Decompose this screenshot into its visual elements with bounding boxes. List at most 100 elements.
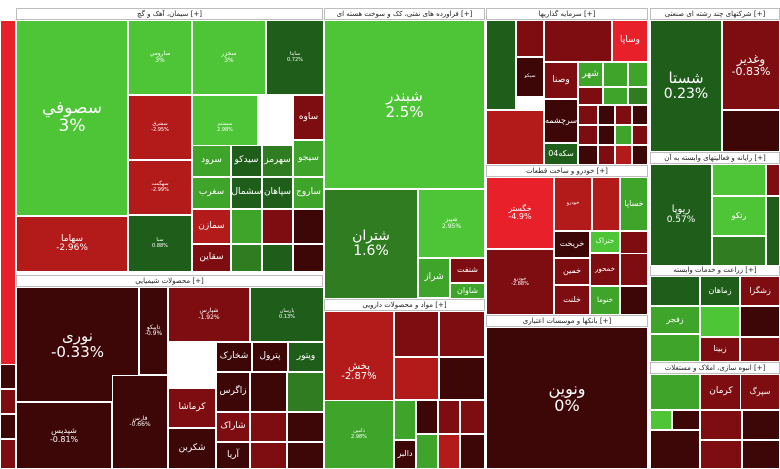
stock-tile[interactable]: [598, 105, 615, 125]
stock-tile-shepdis[interactable]: شپدیس -0.81%: [16, 402, 112, 469]
stock-tile[interactable]: [439, 311, 485, 357]
stock-tile[interactable]: [578, 145, 598, 165]
stock-tile-shepars[interactable]: شپارس -1.92%: [168, 287, 250, 342]
stock-tile-shekarbon[interactable]: شکربن: [168, 428, 216, 469]
stock-tile-vghadir[interactable]: وغدير -0.83%: [722, 20, 780, 110]
stock-tile-kermasha[interactable]: کرماشا: [168, 388, 216, 428]
stock-tile-shahr[interactable]: شهر: [578, 62, 603, 87]
stock-tile-tapiko[interactable]: تاپیکو -0.9%: [139, 287, 168, 375]
stock-tile[interactable]: [700, 440, 742, 469]
stock-tile[interactable]: [287, 412, 324, 442]
stock-tile-shenaft[interactable]: شنفت: [450, 258, 485, 283]
stock-tile-damin[interactable]: دامین 2.98%: [324, 400, 394, 469]
header-pharma[interactable]: مواد و محصولات دارویی [+]: [324, 299, 485, 311]
stock-tile[interactable]: [592, 177, 620, 231]
stock-tile-sarcheshmeh[interactable]: سرچشمه: [544, 99, 578, 143]
stock-tile-shavan[interactable]: شاوان: [450, 283, 485, 299]
stock-tile-sekke04[interactable]: سکه04: [544, 143, 578, 165]
stock-tile[interactable]: [650, 410, 672, 430]
stock-tile-vsana[interactable]: وصنا: [544, 62, 578, 99]
stock-tile-khnuma[interactable]: خنوما: [590, 286, 620, 315]
stock-tile[interactable]: [712, 164, 766, 196]
stock-tile[interactable]: [672, 410, 700, 430]
stock-tile-khrikht[interactable]: خریخت: [554, 231, 590, 258]
stock-tile[interactable]: [578, 87, 603, 105]
stock-tile[interactable]: [439, 357, 485, 400]
stock-tile-kerman[interactable]: کرمان: [700, 374, 742, 410]
stock-tile[interactable]: [598, 145, 615, 165]
stock-tile[interactable]: [293, 209, 324, 244]
stock-tile-khsapa[interactable]: خساپا: [620, 177, 648, 231]
header-investments[interactable]: سرمایه گذاریها [+]: [486, 8, 648, 20]
header-petroleum[interactable]: فراورده های نفتی، کک و سوخت هسته ای [+]: [324, 8, 485, 20]
stock-tile-sgharb[interactable]: سغرب: [192, 177, 231, 209]
stock-tile[interactable]: [262, 209, 293, 244]
stock-tile-shepiz[interactable]: شپیز 2.95%: [418, 189, 485, 258]
stock-tile[interactable]: [628, 62, 648, 87]
stock-tile[interactable]: [262, 244, 293, 272]
stock-tile[interactable]: [231, 209, 262, 244]
stock-tile-separg[interactable]: سپرگ: [740, 374, 780, 410]
stock-tile[interactable]: [516, 20, 544, 57]
stock-tile-ratko[interactable]: رتکو: [712, 196, 766, 236]
stock-tile[interactable]: [394, 400, 416, 440]
stock-tile-khgostar[interactable]: خگستر -4.9%: [486, 177, 554, 249]
stock-tile[interactable]: [632, 125, 648, 145]
stock-tile-sarum[interactable]: سارومي 3%: [128, 20, 192, 95]
stock-tile[interactable]: [0, 439, 16, 469]
stock-tile[interactable]: [740, 337, 780, 362]
stock-tile[interactable]: [486, 110, 544, 165]
stock-tile-skhazar[interactable]: سخزر 3%: [192, 20, 266, 95]
stock-tile-zshegza[interactable]: زشگزا: [740, 276, 780, 306]
stock-tile-parsan[interactable]: پارسان 0.13%: [250, 287, 324, 342]
stock-tile[interactable]: [460, 400, 485, 434]
stock-tile[interactable]: [0, 364, 16, 389]
stock-tile[interactable]: [620, 286, 648, 315]
stock-tile-khlent[interactable]: خلنت: [554, 285, 590, 315]
stock-tile-nouri[interactable]: نوری -0.33%: [16, 287, 139, 402]
stock-tile[interactable]: [742, 410, 780, 440]
stock-tile[interactable]: [740, 306, 780, 337]
header-automotive[interactable]: خودرو و ساخت قطعات [+]: [486, 165, 648, 177]
header-construction[interactable]: انبوه سازی، املاک و مستغلات [+]: [650, 362, 780, 374]
stock-tile[interactable]: [615, 105, 632, 125]
stock-tile[interactable]: [700, 306, 740, 337]
stock-tile[interactable]: [700, 410, 742, 440]
stock-tile[interactable]: [766, 196, 780, 266]
stock-tile-shormoz[interactable]: سهرمز: [262, 145, 293, 177]
stock-tile[interactable]: [0, 389, 16, 414]
stock-tile-shetran[interactable]: شتران 1.6%: [324, 189, 418, 299]
stock-tile[interactable]: [250, 442, 287, 469]
stock-tile[interactable]: [650, 374, 700, 410]
stock-tile[interactable]: [628, 87, 648, 105]
stock-tile-khtrak[interactable]: ختراک: [590, 231, 620, 253]
stock-tile-sepahan[interactable]: سپاهان: [262, 177, 293, 209]
stock-tile-shama[interactable]: سهاما -2.96%: [16, 216, 128, 272]
header-banks[interactable]: بانکها و موسسات اعتباری [+]: [486, 315, 648, 327]
stock-tile[interactable]: [250, 412, 287, 442]
stock-tile-zbina[interactable]: زبینا: [700, 337, 740, 362]
header-multi-industry[interactable]: شرکتهای چند رشته ای صنعتی [+]: [650, 8, 780, 20]
stock-tile-saveh[interactable]: ساوه: [293, 95, 324, 140]
stock-tile[interactable]: [231, 244, 262, 272]
stock-tile[interactable]: [650, 276, 700, 306]
stock-tile-petrol[interactable]: پترول: [252, 342, 288, 372]
stock-tile-vnovin[interactable]: ونوین 0%: [486, 327, 648, 469]
stock-tile-shabandar[interactable]: شبندر 2.5%: [324, 20, 485, 189]
stock-tile-vitor[interactable]: ویتور: [288, 342, 324, 372]
stock-tile-shiraz[interactable]: شراز: [418, 258, 450, 298]
stock-tile[interactable]: [578, 105, 598, 125]
stock-tile-khodro-b[interactable]: خودرو -2.88%: [486, 249, 554, 315]
stock-tile[interactable]: [486, 20, 516, 110]
stock-tile-shkhark[interactable]: شخارک: [216, 342, 252, 372]
stock-tile[interactable]: [578, 125, 598, 145]
stock-tile[interactable]: [287, 442, 324, 469]
stock-tile[interactable]: [615, 125, 632, 145]
stock-tile-sshomal[interactable]: سشمال: [231, 177, 262, 209]
stock-tile-sita[interactable]: سایتا 0.72%: [266, 20, 324, 95]
stock-tile-zfajr[interactable]: زفجر: [650, 306, 700, 334]
stock-tile-sikko[interactable]: سیکو: [516, 57, 544, 97]
stock-tile-zmahan[interactable]: زماهان: [700, 276, 740, 306]
stock-tile-shasta[interactable]: شستا 0.23%: [650, 20, 722, 152]
stock-tile-sidko[interactable]: سیدکو: [231, 145, 262, 177]
